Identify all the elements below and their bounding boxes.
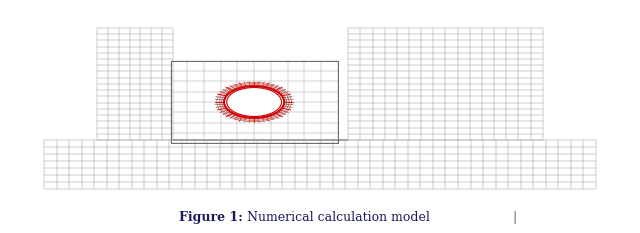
Text: Figure 1:: Figure 1: bbox=[179, 211, 243, 224]
Text: |: | bbox=[512, 211, 516, 224]
Bar bbox=[171, 61, 337, 143]
Text: Numerical calculation model: Numerical calculation model bbox=[243, 211, 430, 224]
Ellipse shape bbox=[224, 86, 284, 118]
